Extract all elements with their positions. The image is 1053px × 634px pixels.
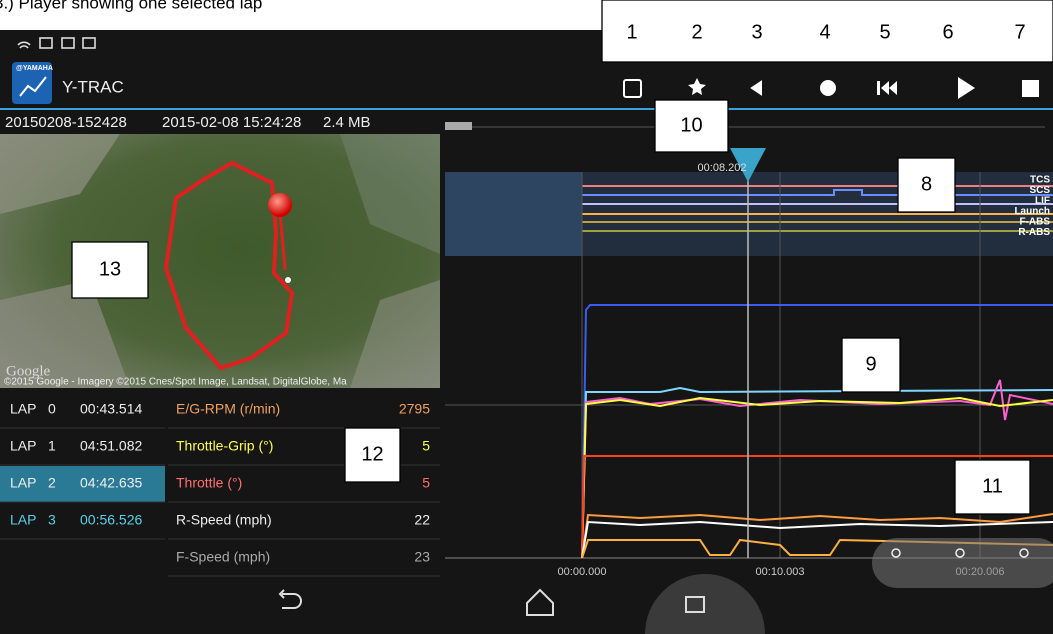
callout-number: 1 <box>626 21 637 43</box>
play-button[interactable] <box>958 77 975 99</box>
file-size: 2.4 MB <box>323 114 371 131</box>
callout-number: 5 <box>879 21 890 43</box>
map-logo: Google <box>6 363 51 379</box>
callout-number: 9 <box>865 353 876 375</box>
channel-value: 22 <box>414 512 430 528</box>
action-icons <box>623 77 1039 99</box>
lap-row-bg <box>0 503 165 539</box>
lap-time: 04:42.635 <box>80 475 142 491</box>
callout-number: 13 <box>99 258 121 280</box>
callout-number: 8 <box>921 173 932 195</box>
lap-number: 3 <box>48 512 56 528</box>
channel-name: R-Speed (mph) <box>176 512 272 528</box>
favorite-button[interactable] <box>688 78 706 95</box>
zoom-in[interactable] <box>891 548 901 558</box>
lap-row-selected <box>0 466 165 502</box>
lap-time: 00:43.514 <box>80 401 142 417</box>
channel-name: Throttle (°) <box>176 475 242 491</box>
time-label: 00:10.003 <box>756 566 805 578</box>
stop-button[interactable] <box>1022 80 1039 97</box>
app-icon-graph <box>19 76 47 97</box>
channel-value: 5 <box>422 475 430 491</box>
cursor-handle[interactable] <box>730 148 766 182</box>
lap-label: LAP <box>10 401 36 417</box>
callout-box <box>897 157 956 213</box>
nav-bar <box>278 588 554 616</box>
callout-box <box>71 241 149 299</box>
zoom-out[interactable] <box>955 548 965 558</box>
channel-list: E/G-RPM (r/min) 2795 Throttle-Grip (°) 5 Thr… <box>168 401 440 577</box>
channel-value: 2795 <box>399 401 430 417</box>
callout-number: 4 <box>819 21 830 43</box>
lap-row[interactable]: LAP 3 00:56.526 <box>0 503 165 540</box>
channel-value: 23 <box>414 549 430 565</box>
flag-label: Launch <box>1014 206 1050 217</box>
lap-label: LAP <box>10 475 36 491</box>
zoom-fit[interactable] <box>1019 548 1029 558</box>
caption: 3.) Player showing one selected lap <box>0 0 262 12</box>
file-id: 20150208-152428 <box>5 114 127 131</box>
lap-row[interactable]: LAP 0 00:43.514 <box>0 392 165 429</box>
flag-label: R-ABS <box>1018 227 1050 238</box>
callout-box <box>654 99 729 153</box>
lap-time: 04:51.082 <box>80 438 142 454</box>
app-name: Y-TRAC <box>62 77 124 96</box>
export-button[interactable] <box>623 79 642 98</box>
flag-label: SCS <box>1029 185 1050 196</box>
channel-name: E/G-RPM (r/min) <box>176 401 280 417</box>
traces <box>581 304 1053 559</box>
callout-number: 3 <box>751 21 762 43</box>
status-icons <box>17 37 96 49</box>
flag-label: LIF <box>1035 196 1050 207</box>
scroll-thumb[interactable] <box>445 122 472 130</box>
lap-row[interactable]: LAP 1 04:51.082 <box>0 429 165 466</box>
time-label: 00:00.000 <box>558 566 607 578</box>
callout-number: 10 <box>680 114 702 136</box>
lap-number: 2 <box>48 475 56 491</box>
callout-number: 11 <box>982 475 1003 497</box>
callout-box <box>954 459 1031 515</box>
home-button[interactable] <box>526 588 554 616</box>
lap-number: 1 <box>48 438 56 454</box>
recents-button[interactable] <box>685 596 705 613</box>
lap-row[interactable]: LAP 2 04:42.635 <box>0 466 165 503</box>
callout-number: 2 <box>691 21 702 43</box>
lap-label: LAP <box>10 512 36 528</box>
callout-number: 6 <box>942 21 953 43</box>
lap-label: LAP <box>10 438 36 454</box>
lap-time: 00:56.526 <box>80 512 142 528</box>
lap-number: 0 <box>48 401 56 417</box>
brand: @YAMAHA <box>16 65 53 72</box>
rewind-button[interactable] <box>877 81 897 95</box>
cursor-time: 00:08.202 <box>698 162 747 174</box>
share-button[interactable] <box>750 80 762 96</box>
flag-label: TCS <box>1030 175 1050 186</box>
callout-box <box>344 427 401 483</box>
zoom-controls <box>872 538 1053 588</box>
settings-button[interactable] <box>820 80 836 96</box>
flag-label: F-ABS <box>1019 217 1050 228</box>
channel-name: Throttle-Grip (°) <box>176 438 273 454</box>
map[interactable] <box>0 134 440 388</box>
lap-row-bg <box>0 392 165 428</box>
callout-number: 7 <box>1014 21 1025 43</box>
channel-value: 5 <box>422 438 430 454</box>
map-attribution: ©2015 Google - Imagery ©2015 Cnes/Spot I… <box>4 377 347 388</box>
channel-name: F-Speed (mph) <box>176 549 270 565</box>
back-button[interactable] <box>278 589 302 609</box>
callout-number: 12 <box>361 443 383 465</box>
file-datetime: 2015-02-08 15:24:28 <box>162 114 301 131</box>
callout-box <box>841 337 901 393</box>
lap-row-bg <box>0 429 165 465</box>
